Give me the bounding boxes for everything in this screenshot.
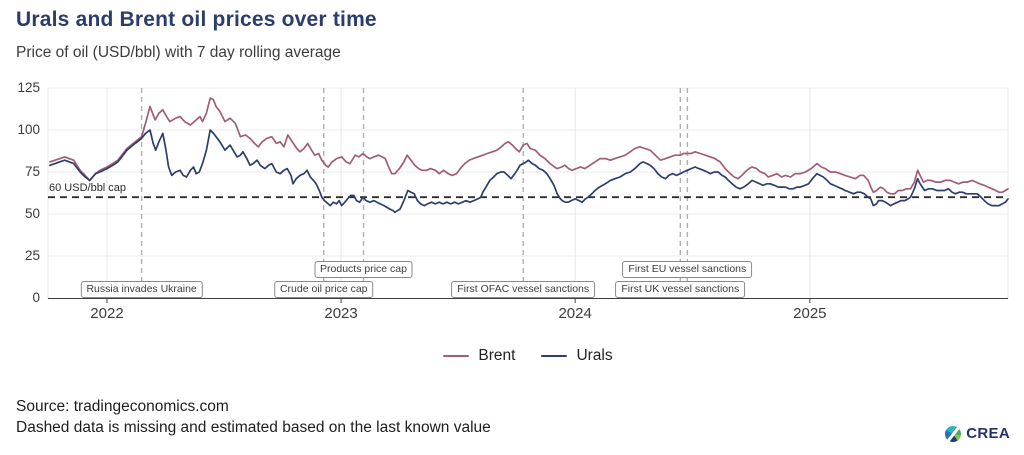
- crea-logo-icon: [945, 425, 962, 442]
- series-line-urals: [49, 129, 1009, 214]
- y-axis-tick-50: 50: [24, 206, 40, 221]
- event-label-first-eu-vessel-sanctions: First EU vessel sanctions: [622, 261, 753, 278]
- x-axis-label-2024: 2024: [558, 305, 592, 322]
- price-chart: 0 25 50 75 100 125 2022 2023 2024 2025 60 USD/bbl …: [17, 80, 1009, 322]
- x-axis-label-2025: 2025: [793, 305, 827, 322]
- note-text: Dashed data is missing and estimated bas…: [16, 419, 491, 436]
- crea-branding: CREA: [945, 425, 1010, 442]
- chart-canvas: [47, 87, 1009, 303]
- x-axis-label-2023: 2023: [324, 305, 358, 322]
- legend-label-urals: Urals: [576, 347, 613, 364]
- event-label-products-price-cap: Products price cap: [314, 261, 413, 278]
- price-cap-label: 60 USD/bbl cap: [49, 182, 127, 195]
- page-title: Urals and Brent oil prices over time: [16, 8, 377, 31]
- y-axis-tick-125: 125: [17, 80, 40, 95]
- y-axis-tick-100: 100: [17, 122, 40, 137]
- crea-logo-text: CREA: [966, 425, 1010, 442]
- page-subtitle: Price of oil (USD/bbl) with 7 day rollin…: [16, 44, 341, 61]
- legend-item-brent: Brent: [443, 347, 515, 365]
- y-axis-tick-0: 0: [32, 290, 40, 305]
- series-line-brent: [49, 97, 1009, 195]
- y-axis-tick-75: 75: [24, 164, 40, 179]
- event-label-crude-oil-price-cap: Crude oil price cap: [273, 281, 374, 298]
- event-label-first-uk-vessel-sanctions: First UK vessel sanctions: [615, 281, 746, 298]
- chart-legend: Brent Urals: [0, 347, 1024, 365]
- urals-line-swatch: [541, 354, 568, 358]
- event-label-first-ofac-vessel-sanctions: First OFAC vessel sanctions: [451, 281, 596, 298]
- brent-line-swatch: [443, 354, 470, 358]
- source-text: Source: tradingeconomics.com: [16, 398, 229, 415]
- x-axis-label-2022: 2022: [90, 305, 124, 322]
- event-label-russia-invades-ukraine: Russia invades Ukraine: [80, 281, 203, 298]
- legend-label-brent: Brent: [478, 347, 516, 364]
- y-axis-tick-25: 25: [24, 248, 40, 263]
- legend-item-urals: Urals: [541, 347, 613, 365]
